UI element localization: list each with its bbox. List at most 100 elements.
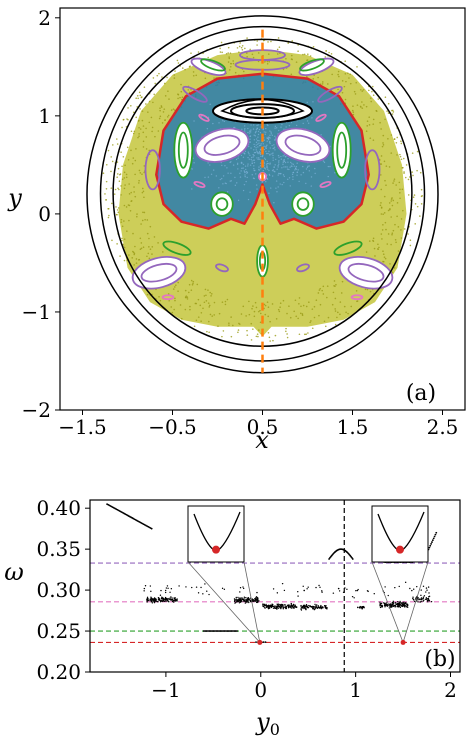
resonance-islands [131, 49, 394, 301]
chaotic-point [191, 283, 194, 286]
chaotic-point [382, 260, 385, 263]
chaotic-point [150, 116, 153, 119]
island-orbit [331, 121, 352, 179]
y-tick-label: −2 [22, 398, 51, 422]
chaotic-point [136, 215, 138, 218]
chaotic-point [380, 206, 383, 209]
chaotic-point [333, 280, 336, 282]
frequency-point [238, 599, 241, 601]
frequency-point [401, 602, 403, 604]
chaotic-point [193, 120, 195, 122]
chaotic-point [267, 136, 270, 138]
frequency-point [384, 603, 386, 605]
chaotic-point [217, 325, 219, 327]
frequency-point [359, 607, 362, 609]
frequency-point [297, 595, 299, 597]
chaotic-point [243, 183, 246, 186]
frequency-point [402, 604, 405, 607]
chaotic-point [284, 166, 287, 168]
chaotic-point [149, 225, 152, 228]
chaotic-point [310, 185, 312, 187]
frequency-point [266, 605, 268, 608]
frequency-point [207, 630, 209, 632]
chaotic-point [390, 200, 393, 202]
chaotic-point [319, 287, 322, 290]
frequency-point [321, 591, 323, 593]
frequency-point [422, 600, 424, 602]
chaotic-point [276, 48, 279, 51]
chaotic-point [361, 101, 363, 103]
chaotic-point [286, 333, 288, 335]
frequency-point [242, 586, 244, 588]
frequency-point [262, 604, 264, 606]
chaotic-point [379, 121, 381, 124]
chaotic-point [270, 133, 272, 135]
chaotic-point [255, 173, 257, 175]
chaotic-point [304, 333, 306, 336]
chaotic-point [227, 52, 229, 54]
chaotic-point [132, 157, 135, 159]
frequency-point [422, 596, 425, 598]
outer-torus [86, 15, 439, 374]
chaotic-point [146, 232, 149, 235]
chaotic-point [379, 174, 382, 176]
frequency-point [263, 606, 266, 608]
chaotic-point [380, 155, 383, 157]
chaotic-point [162, 111, 165, 113]
chaotic-point [343, 305, 346, 308]
frequency-point [406, 603, 409, 606]
chaotic-point [395, 241, 397, 244]
chaotic-point [314, 172, 316, 175]
chaotic-point [140, 247, 143, 250]
chaotic-point [309, 55, 312, 57]
chaotic-point [291, 163, 293, 165]
chaotic-point [355, 81, 358, 84]
frequency-point [283, 606, 285, 609]
chaotic-point [244, 125, 246, 127]
chaotic-point [230, 335, 233, 338]
frequency-point [247, 600, 249, 603]
frequency-point [169, 597, 171, 599]
chaotic-point [392, 111, 395, 113]
chaotic-point [365, 105, 368, 108]
chaotic-point [219, 51, 222, 53]
chaotic-point [167, 90, 169, 93]
frequency-point [236, 601, 239, 603]
chaotic-point [252, 328, 254, 330]
chaotic-point [282, 161, 284, 164]
chaotic-point [400, 142, 403, 145]
chaotic-point [266, 160, 268, 163]
chaotic-point [123, 171, 126, 174]
chaotic-point [162, 251, 164, 253]
chaotic-point [194, 302, 197, 305]
phase-portrait-plot-area [86, 15, 439, 374]
chaotic-point [130, 191, 133, 194]
chaotic-point [368, 116, 371, 118]
frequency-point [256, 598, 259, 600]
frequency-point [171, 597, 173, 599]
chaotic-point [276, 168, 278, 171]
chaotic-point [118, 173, 121, 176]
chaotic-point [125, 173, 128, 176]
chaotic-point [244, 153, 246, 155]
chaotic-point [355, 290, 358, 292]
chaotic-point [236, 163, 239, 166]
frequency-point [431, 539, 434, 542]
chaotic-point [272, 339, 274, 342]
chaotic-point [285, 126, 287, 128]
frequency-point [272, 607, 275, 609]
chaotic-point [383, 256, 386, 258]
chaotic-point [185, 295, 188, 297]
chaotic-point [388, 202, 391, 204]
chaotic-point [295, 165, 298, 168]
chaotic-point [311, 327, 314, 330]
chaotic-point [359, 88, 362, 91]
chaotic-point [351, 109, 354, 112]
chaotic-point [356, 300, 358, 303]
frequency-point [278, 605, 280, 607]
chaotic-point [153, 236, 156, 238]
frequency-point [160, 589, 162, 592]
chaotic-point [382, 134, 385, 137]
chaotic-point [399, 197, 401, 200]
frequency-point [167, 587, 169, 590]
